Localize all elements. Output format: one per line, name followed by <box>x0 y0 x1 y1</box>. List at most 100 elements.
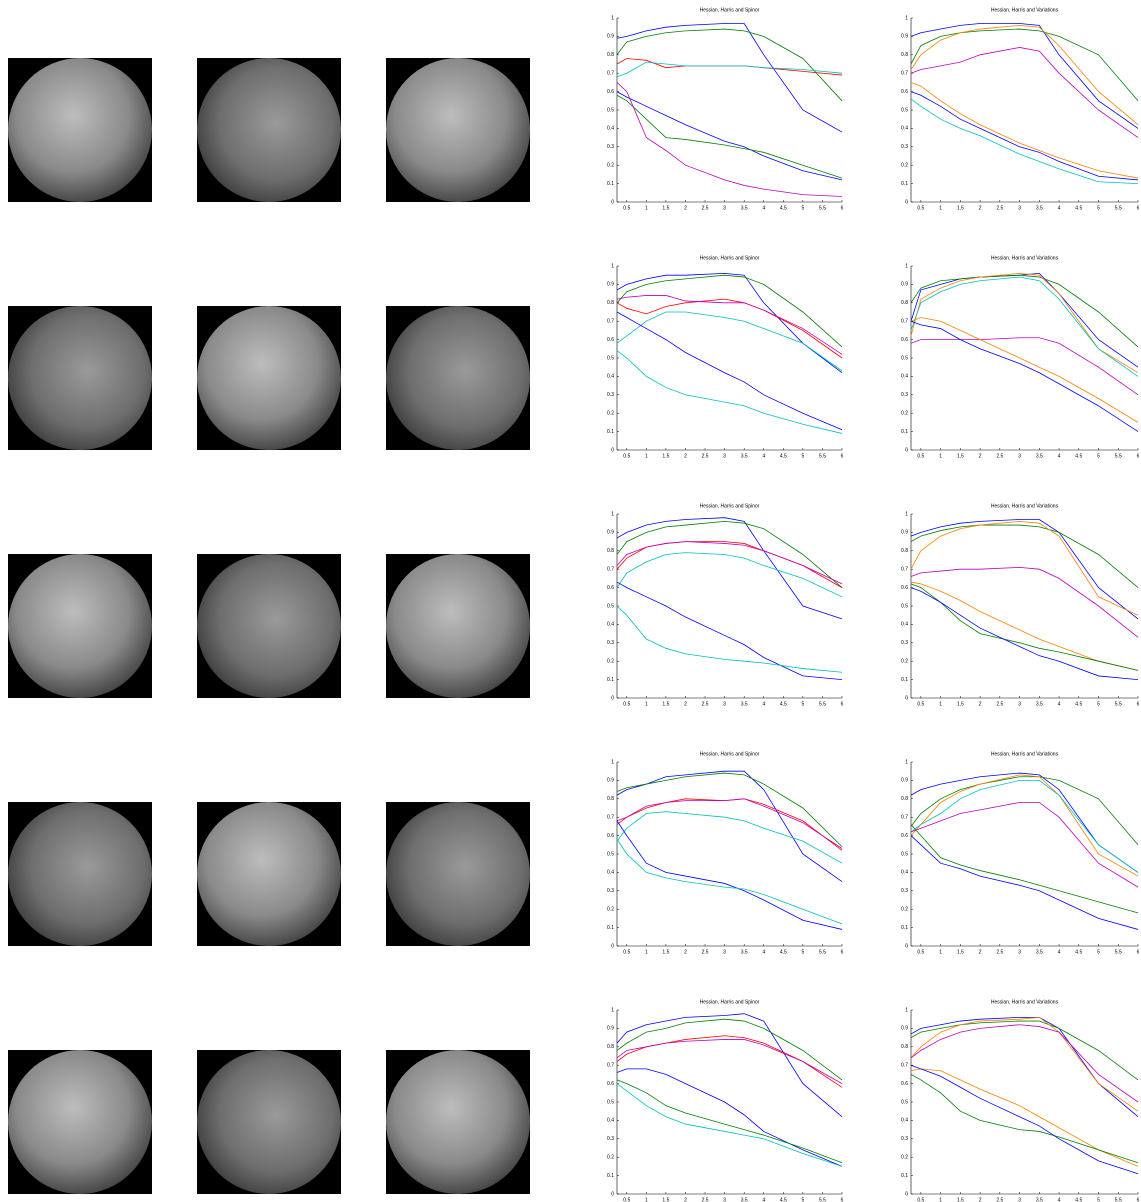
chart-title: Hessian, Harris and Spinor <box>700 255 760 261</box>
series-line <box>617 273 842 372</box>
photo <box>8 58 152 202</box>
y-tick-label: 0.7 <box>901 71 908 77</box>
y-tick-label: 0.1 <box>607 1173 614 1179</box>
y-tick-label: 0.1 <box>607 925 614 931</box>
series-line <box>911 1065 1138 1174</box>
x-tick-label: 6 <box>841 205 844 211</box>
x-tick-label: 5.5 <box>819 1197 826 1202</box>
photo <box>386 554 530 698</box>
series-line <box>911 1017 1138 1116</box>
x-tick-label: 4 <box>762 701 765 707</box>
y-tick-label: 0 <box>611 447 614 453</box>
y-tick-label: 1 <box>611 1007 614 1013</box>
series-line <box>617 1069 842 1167</box>
series-line <box>911 99 1138 184</box>
y-tick-label: 0.1 <box>607 181 614 187</box>
y-tick-label: 0.2 <box>901 1155 908 1161</box>
x-tick-label: 1.5 <box>662 1197 669 1202</box>
y-tick-label: 0.6 <box>901 833 908 839</box>
x-tick-label: 1 <box>645 701 648 707</box>
x-tick-label: 5.5 <box>1115 949 1122 955</box>
series-line <box>617 312 842 430</box>
y-tick-label: 0.2 <box>901 659 908 665</box>
x-tick-label: 2 <box>979 701 982 707</box>
photo <box>8 554 152 698</box>
x-tick-label: 3.5 <box>1036 205 1043 211</box>
chart-title: Hessian, Harris and Variations <box>991 255 1059 261</box>
x-tick-label: 5 <box>1097 205 1100 211</box>
series-line <box>911 567 1138 637</box>
series-line <box>617 312 842 371</box>
series-line <box>911 273 1138 367</box>
page: Hessian, Harris and Spinor 0 0.1 0.2 0.3 0.4 0… <box>0 0 1141 1202</box>
y-tick-label: 0.6 <box>607 1081 614 1087</box>
series-line <box>617 606 842 672</box>
x-tick-label: 0.5 <box>623 1197 630 1202</box>
x-tick-label: 6 <box>1137 949 1140 955</box>
x-tick-label: 3 <box>1018 453 1021 459</box>
x-tick-label: 3 <box>723 453 726 459</box>
chart-title: Hessian, Harris and Variations <box>991 7 1059 13</box>
series-line <box>911 780 1138 872</box>
y-tick-label: 0.8 <box>607 52 614 58</box>
y-tick-label: 0 <box>611 695 614 701</box>
x-tick-label: 2 <box>979 1197 982 1202</box>
series-line <box>911 277 1138 376</box>
x-tick-label: 2.5 <box>996 205 1003 211</box>
y-tick-label: 0.1 <box>607 429 614 435</box>
x-tick-label: 2 <box>979 205 982 211</box>
x-tick-label: 5 <box>801 701 804 707</box>
chart-title: Hessian, Harris and Variations <box>991 503 1059 509</box>
x-tick-label: 1 <box>939 205 942 211</box>
chart-title: Hessian, Harris and Spinor <box>700 751 760 757</box>
x-tick-label: 1.5 <box>662 205 669 211</box>
x-tick-label: 1 <box>939 949 942 955</box>
y-tick-label: 0.9 <box>901 1026 908 1032</box>
x-tick-label: 0.5 <box>917 701 924 707</box>
series-line <box>911 825 1138 913</box>
x-tick-label: 4.5 <box>780 453 787 459</box>
x-tick-label: 6 <box>1137 1197 1140 1202</box>
y-tick-label: 0.7 <box>607 71 614 77</box>
photo <box>8 1050 152 1194</box>
y-tick-label: 0.9 <box>607 778 614 784</box>
x-tick-label: 2 <box>979 453 982 459</box>
x-tick-label: 0.5 <box>917 1197 924 1202</box>
y-tick-label: 0.5 <box>607 851 614 857</box>
y-tick-label: 0.4 <box>901 1118 908 1124</box>
x-tick-label: 2 <box>684 453 687 459</box>
y-tick-label: 0.7 <box>607 567 614 573</box>
y-tick-label: 0.3 <box>607 888 614 894</box>
x-tick-label: 6 <box>841 1197 844 1202</box>
y-tick-label: 0.4 <box>607 374 614 380</box>
y-tick-label: 0.5 <box>607 107 614 113</box>
x-tick-label: 5 <box>1097 701 1100 707</box>
x-tick-label: 1.5 <box>957 949 964 955</box>
y-tick-label: 0.5 <box>901 851 908 857</box>
series-line <box>911 1021 1138 1080</box>
x-tick-label: 3 <box>723 1197 726 1202</box>
y-tick-label: 0.5 <box>901 355 908 361</box>
x-tick-label: 5 <box>801 453 804 459</box>
x-tick-label: 4.5 <box>780 205 787 211</box>
y-tick-label: 0.5 <box>901 107 908 113</box>
series-line <box>617 275 842 347</box>
y-tick-label: 0.3 <box>607 392 614 398</box>
x-tick-label: 2 <box>979 949 982 955</box>
x-tick-label: 2.5 <box>702 949 709 955</box>
y-tick-label: 0.9 <box>901 34 908 40</box>
y-tick-label: 0.7 <box>901 1063 908 1069</box>
x-tick-label: 2.5 <box>702 1197 709 1202</box>
y-tick-label: 0.9 <box>607 530 614 536</box>
photo <box>197 58 341 202</box>
series-line <box>911 338 1138 395</box>
x-tick-label: 4.5 <box>1075 949 1082 955</box>
y-tick-label: 0.9 <box>607 282 614 288</box>
x-tick-label: 1.5 <box>957 1197 964 1202</box>
series-line <box>911 588 1138 680</box>
y-tick-label: 0.5 <box>607 1099 614 1105</box>
y-tick-label: 0.5 <box>901 603 908 609</box>
x-tick-label: 3 <box>1018 1197 1021 1202</box>
x-tick-label: 4 <box>762 453 765 459</box>
x-tick-label: 5 <box>801 205 804 211</box>
